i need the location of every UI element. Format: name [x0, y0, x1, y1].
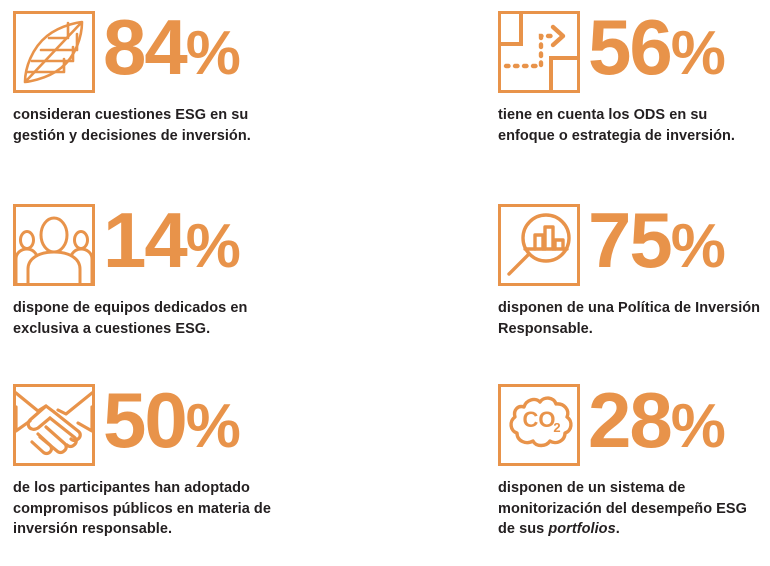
stat-header: 50%	[13, 381, 343, 467]
people-group-icon	[13, 204, 95, 286]
stat-card-sdg-strategy: 56% tiene en cuenta los ODS en su enfoqu…	[498, 8, 770, 146]
stat-card-responsible-investment-policy: 75% disponen de una Política de Inversió…	[498, 201, 770, 339]
stat-value: 14	[103, 195, 188, 284]
stat-percentage: 28%	[588, 381, 726, 466]
stat-value: 75	[588, 195, 673, 284]
stat-caption: disponen de una Política de Inversión Re…	[498, 300, 761, 337]
stat-header: CO 2 28%	[498, 381, 770, 467]
caption-part-italic: portfolios	[548, 521, 616, 537]
stat-percentage: 84%	[103, 8, 241, 93]
stat-value: 50	[103, 375, 188, 464]
stat-caption: de los participantes han adoptado compro…	[13, 480, 271, 537]
percent-symbol: %	[185, 211, 241, 281]
stat-card-esg-monitoring-system: CO 2 28% disponen de un sistema de monit…	[498, 381, 770, 540]
caption-part-plain: disponen de un sistema de monitorización…	[498, 480, 747, 537]
stat-card-esg-considerations: 84% consideran cuestiones ESG en su gest…	[13, 8, 343, 146]
stat-header: 84%	[13, 8, 343, 94]
stat-caption: disponen de un sistema de monitorización…	[498, 478, 766, 540]
svg-text:2: 2	[553, 420, 560, 435]
percent-symbol: %	[670, 18, 726, 88]
stat-value: 28	[588, 375, 673, 464]
percent-symbol: %	[185, 391, 241, 461]
caption-part-period: .	[615, 521, 620, 537]
stat-percentage: 56%	[588, 8, 726, 93]
handshake-icon	[13, 384, 95, 466]
magnifier-bar-chart-icon	[498, 204, 580, 286]
stat-percentage: 75%	[588, 201, 726, 286]
leaf-icon	[13, 11, 95, 93]
stat-header: 75%	[498, 201, 770, 287]
stat-value: 56	[588, 2, 673, 91]
stat-header: 14%	[13, 201, 343, 287]
stat-card-public-commitments: 50% de los participantes han adoptado co…	[13, 381, 343, 540]
percent-symbol: %	[670, 391, 726, 461]
percent-symbol: %	[185, 18, 241, 88]
stat-card-dedicated-esg-teams: 14% dispone de equipos dedicados en excl…	[13, 201, 343, 339]
stat-percentage: 14%	[103, 201, 241, 286]
stat-caption: tiene en cuenta los ODS en su enfoque o …	[498, 107, 735, 144]
maze-path-arrow-icon	[498, 11, 580, 93]
stat-header: 56%	[498, 8, 770, 94]
stat-value: 84	[103, 2, 188, 91]
stat-caption: dispone de equipos dedicados en exclusiv…	[13, 300, 248, 337]
co2-cloud-icon: CO 2	[498, 384, 580, 466]
stat-percentage: 50%	[103, 381, 241, 466]
stat-caption: consideran cuestiones ESG en su gestión …	[13, 107, 251, 144]
svg-text:CO: CO	[523, 407, 556, 432]
percent-symbol: %	[670, 211, 726, 281]
